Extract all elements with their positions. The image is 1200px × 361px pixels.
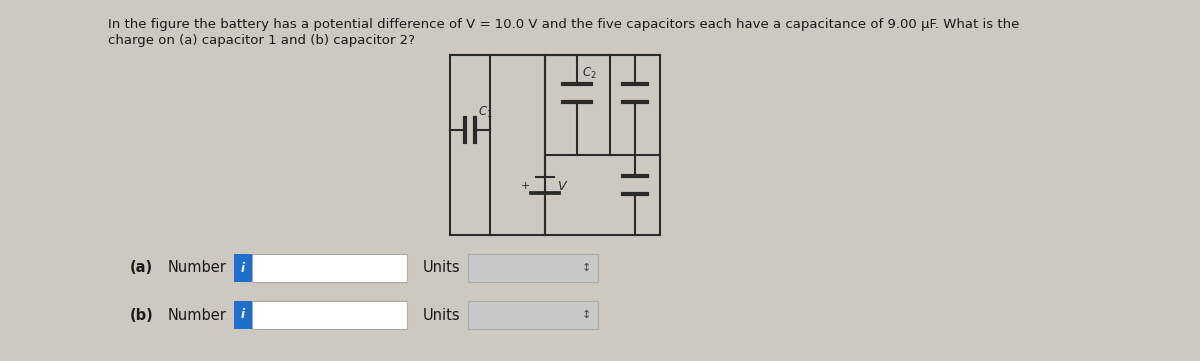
Text: In the figure the battery has a potential difference of V = 10.0 V and the five : In the figure the battery has a potentia… [108, 18, 1019, 31]
Text: Number: Number [168, 261, 227, 275]
Text: ↕: ↕ [581, 263, 590, 273]
Text: (a): (a) [130, 261, 154, 275]
FancyBboxPatch shape [468, 301, 598, 329]
FancyBboxPatch shape [252, 254, 407, 282]
Text: +: + [521, 181, 529, 191]
Text: Units: Units [424, 261, 461, 275]
FancyBboxPatch shape [252, 301, 407, 329]
Text: i: i [241, 309, 245, 322]
Text: ↕: ↕ [581, 310, 590, 320]
FancyBboxPatch shape [234, 254, 252, 282]
Text: Units: Units [424, 308, 461, 322]
Text: $C_1$: $C_1$ [478, 104, 493, 119]
FancyBboxPatch shape [234, 301, 252, 329]
Text: Number: Number [168, 308, 227, 322]
FancyBboxPatch shape [468, 254, 598, 282]
Text: (b): (b) [130, 308, 154, 322]
Text: V: V [557, 180, 565, 193]
Text: charge on (a) capacitor 1 and (b) capacitor 2?: charge on (a) capacitor 1 and (b) capaci… [108, 34, 415, 47]
Text: i: i [241, 261, 245, 274]
Text: $C_2$: $C_2$ [582, 65, 596, 81]
